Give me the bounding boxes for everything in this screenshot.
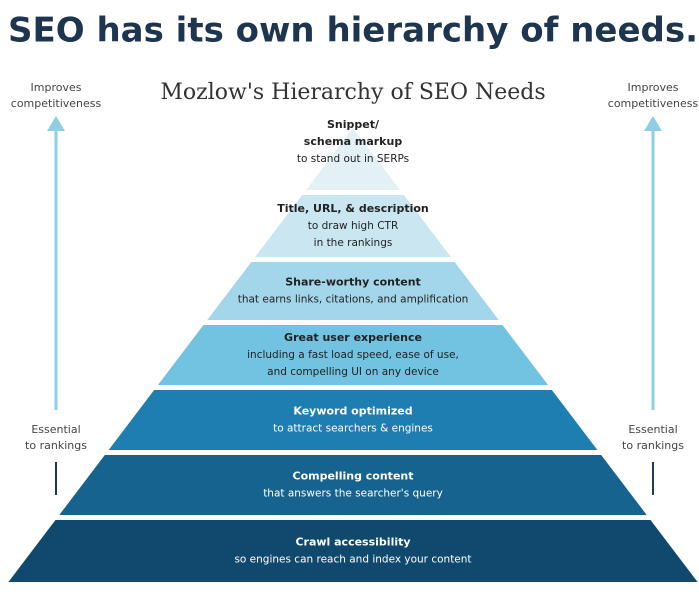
pyramid-level: [59, 455, 647, 515]
side-label: Improves: [31, 81, 82, 94]
level-description: that answers the searcher's query: [263, 488, 443, 500]
level-title: Compelling content: [293, 470, 414, 483]
right-arrow: [644, 116, 662, 495]
level-description: including a fast load speed, ease of use…: [247, 349, 459, 361]
pyramid-level: [255, 195, 451, 257]
side-label: Improves: [628, 81, 679, 94]
level-title: Great user experience: [284, 331, 422, 344]
side-label: competitiveness: [11, 97, 102, 110]
level-description: in the rankings: [314, 237, 393, 249]
left-arrow: [47, 116, 65, 495]
level-title: Title, URL, & description: [277, 202, 429, 215]
side-label: Essential: [628, 423, 677, 436]
pyramid-level: [108, 390, 598, 450]
level-description: to stand out in SERPs: [297, 153, 409, 165]
side-label: to rankings: [25, 439, 87, 452]
level-description: to attract searchers & engines: [273, 423, 433, 435]
side-label: Essential: [31, 423, 80, 436]
level-description: to draw high CTR: [308, 220, 399, 232]
level-title: Share-worthy content: [285, 276, 421, 289]
pyramid-level: [305, 128, 401, 190]
side-label: competitiveness: [608, 97, 699, 110]
page-title: SEO has its own hierarchy of needs.: [8, 11, 698, 51]
level-title: Snippet/: [327, 118, 380, 131]
level-title: Keyword optimized: [293, 405, 412, 418]
pyramid-level: [8, 520, 698, 582]
level-title: schema markup: [304, 135, 403, 148]
pyramid-level: [207, 262, 499, 320]
level-description: and compelling UI on any device: [267, 366, 439, 378]
diagram-title: Mozlow's Hierarchy of SEO Needs: [160, 80, 545, 105]
side-label: to rankings: [622, 439, 684, 452]
pyramid-level: [157, 325, 549, 385]
level-description: that earns links, citations, and amplifi…: [238, 294, 469, 306]
level-title: Crawl accessibility: [295, 536, 410, 549]
level-description: so engines can reach and index your cont…: [234, 554, 471, 566]
